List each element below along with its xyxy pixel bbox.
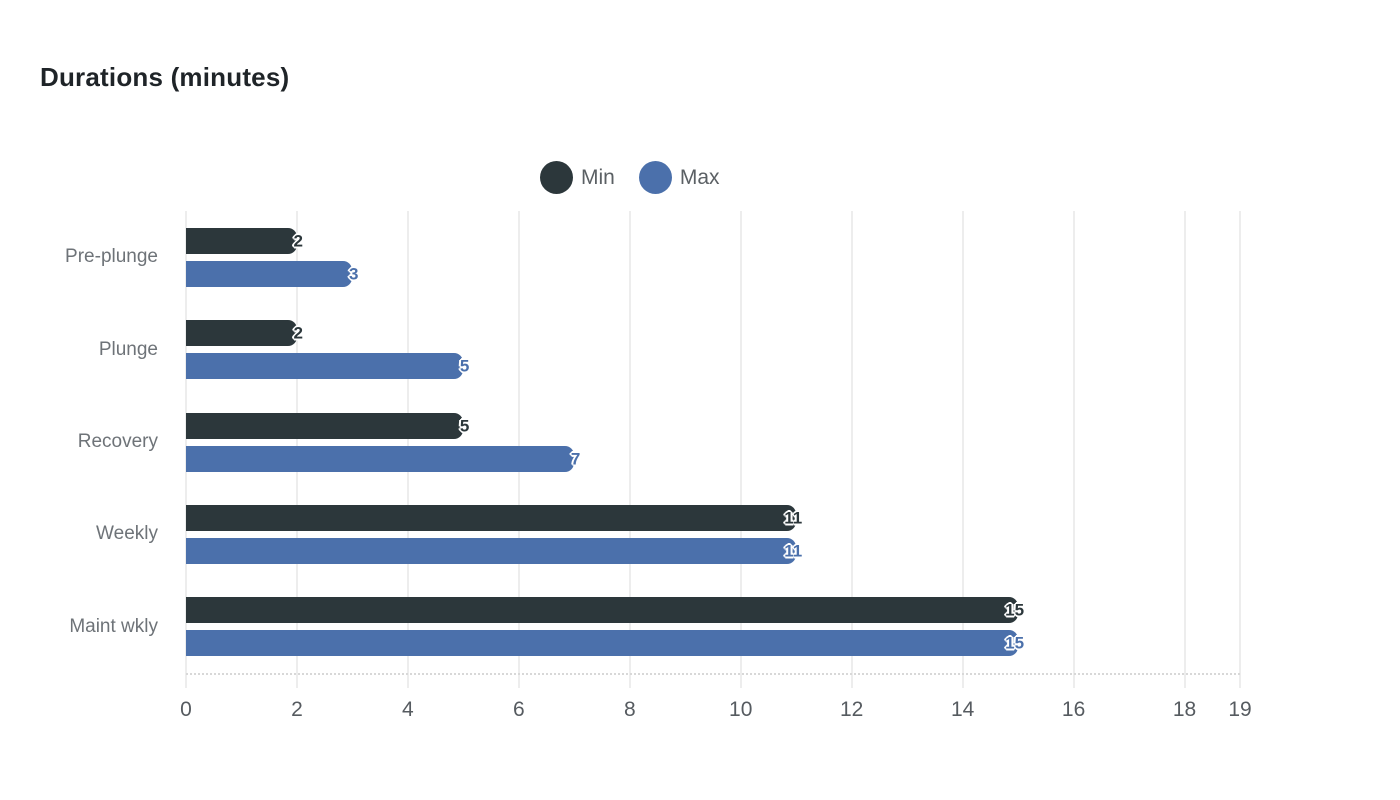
bar-value-label: 7 [570, 449, 581, 468]
bar-min-pre-plunge: 2 [186, 227, 303, 254]
bar-max-plunge: 5 [186, 353, 469, 380]
bar-value-label: 2 [293, 231, 303, 251]
x-tick-label-10: 10 [729, 698, 753, 721]
category-label: Plunge [98, 338, 158, 360]
bar-value-label: 15 [1005, 633, 1025, 653]
category-label: Maint wkly [69, 615, 158, 637]
bar-value-label: 11 [784, 508, 803, 528]
legend-max-swatch-icon [638, 161, 672, 194]
gridline-x-8 [628, 211, 631, 688]
bar-min-recovery: 5 [186, 412, 469, 439]
bar-value-label: 5 [459, 356, 470, 376]
bar-min-plunge: 2 [186, 320, 303, 347]
gridline-x-16 [1072, 211, 1075, 688]
x-tick-label-0: 0 [180, 698, 192, 721]
category-label: Weekly [96, 523, 158, 545]
bar-value-label: 3 [348, 264, 359, 284]
x-tick-label-14: 14 [950, 698, 975, 721]
gridline-x-12 [850, 211, 853, 688]
legend-item-max[interactable]: Max [638, 161, 720, 194]
bar-min-weekly: 11 [186, 504, 802, 531]
legend-item-min[interactable]: Min [540, 161, 615, 194]
x-tick-label-2: 2 [291, 698, 303, 721]
legend-max-label: Max [679, 165, 720, 189]
gridline-x-10 [739, 211, 742, 688]
x-tick-label-4: 4 [402, 698, 414, 721]
x-tick-label-16: 16 [1061, 698, 1086, 721]
plot-area: Pre-plunge 2 3 Plunge 2 5 Recovery 5 7 Weekly 11 11… [65, 211, 1252, 721]
bar-value-label: 11 [784, 541, 803, 561]
x-tick-label-12: 12 [839, 698, 864, 721]
x-tick-label-18: 18 [1172, 698, 1197, 721]
legend-min-swatch-icon [540, 161, 573, 194]
x-tick-label-19: 19 [1228, 698, 1252, 721]
bar-min-maint-wkly: 15 [186, 597, 1024, 624]
chart-title: Durations (minutes) [40, 62, 290, 92]
bar-value-label: 15 [1005, 600, 1025, 620]
bar-max-maint-wkly: 15 [186, 630, 1024, 657]
legend-min-label: Min [581, 165, 615, 189]
bar-max-pre-plunge: 3 [186, 260, 358, 287]
x-axis-baseline [186, 673, 1240, 675]
x-tick-label-8: 8 [623, 698, 636, 721]
x-tick-label-6: 6 [512, 698, 525, 721]
bar-max-weekly: 11 [186, 537, 802, 564]
gridline-x-18 [1183, 211, 1186, 688]
legend: Min Max [540, 161, 720, 194]
category-label: Recovery [77, 431, 158, 452]
bar-max-recovery: 7 [186, 445, 580, 472]
bar-value-label: 2 [293, 323, 303, 343]
bar-value-label: 5 [459, 416, 470, 435]
gridline-x-14 [961, 211, 964, 688]
gridline-x-19 [1239, 211, 1241, 688]
category-label: Pre-plunge [65, 246, 158, 268]
